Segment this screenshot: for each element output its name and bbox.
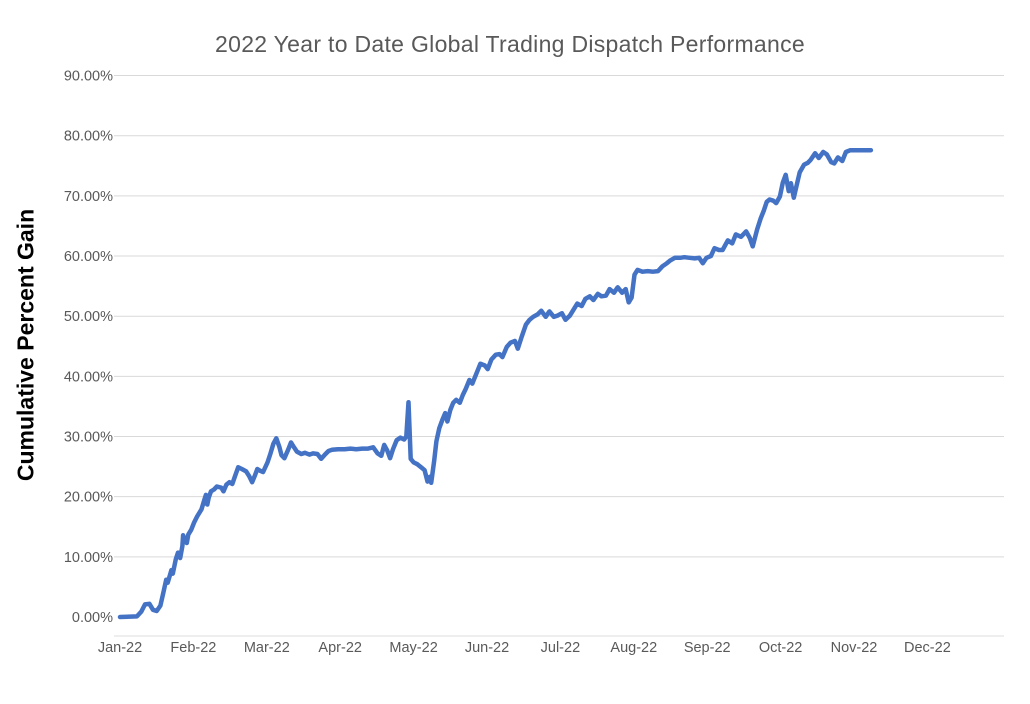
x-tick-label: May-22 [389, 640, 437, 656]
x-tick-label: Nov-22 [831, 640, 878, 656]
y-tick-label: 0.00% [72, 610, 113, 626]
x-tick-label: Jun-22 [465, 640, 509, 656]
x-tick-label: Apr-22 [318, 640, 362, 656]
x-tick-label: Jan-22 [98, 640, 142, 656]
y-tick-label: 70.00% [64, 189, 113, 205]
x-tick-label: Feb-22 [170, 640, 216, 656]
y-tick-label: 30.00% [64, 430, 113, 446]
x-tick-labels: Jan-22 Feb-22 Mar-22 Apr-22 May-22 Jun-22 Jul-… [98, 640, 951, 656]
performance-line-series [117, 147, 874, 620]
gridlines [114, 75, 1004, 558]
y-tick-label: 80.00% [64, 129, 113, 145]
y-tick-label: 10.00% [64, 550, 113, 566]
y-tick-label: 50.00% [64, 309, 113, 325]
y-tick-label: 40.00% [64, 369, 113, 385]
y-tick-label: 20.00% [64, 490, 113, 506]
chart-title: 2022 Year to Date Global Trading Dispatc… [215, 31, 805, 57]
series-line [117, 147, 874, 620]
x-tick-label: Aug-22 [610, 640, 657, 656]
x-tick-label: Jul-22 [541, 640, 581, 656]
x-tick-label: Sep-22 [684, 640, 731, 656]
y-tick-label: 60.00% [64, 249, 113, 265]
y-tick-labels: 0.00% 10.00% 20.00% 30.00% 40.00% 50.00% 60.00… [64, 69, 113, 626]
x-tick-label: Dec-22 [904, 640, 951, 656]
y-tick-label: 90.00% [64, 69, 113, 85]
x-tick-label: Oct-22 [759, 640, 803, 656]
x-tick-label: Mar-22 [244, 640, 290, 656]
